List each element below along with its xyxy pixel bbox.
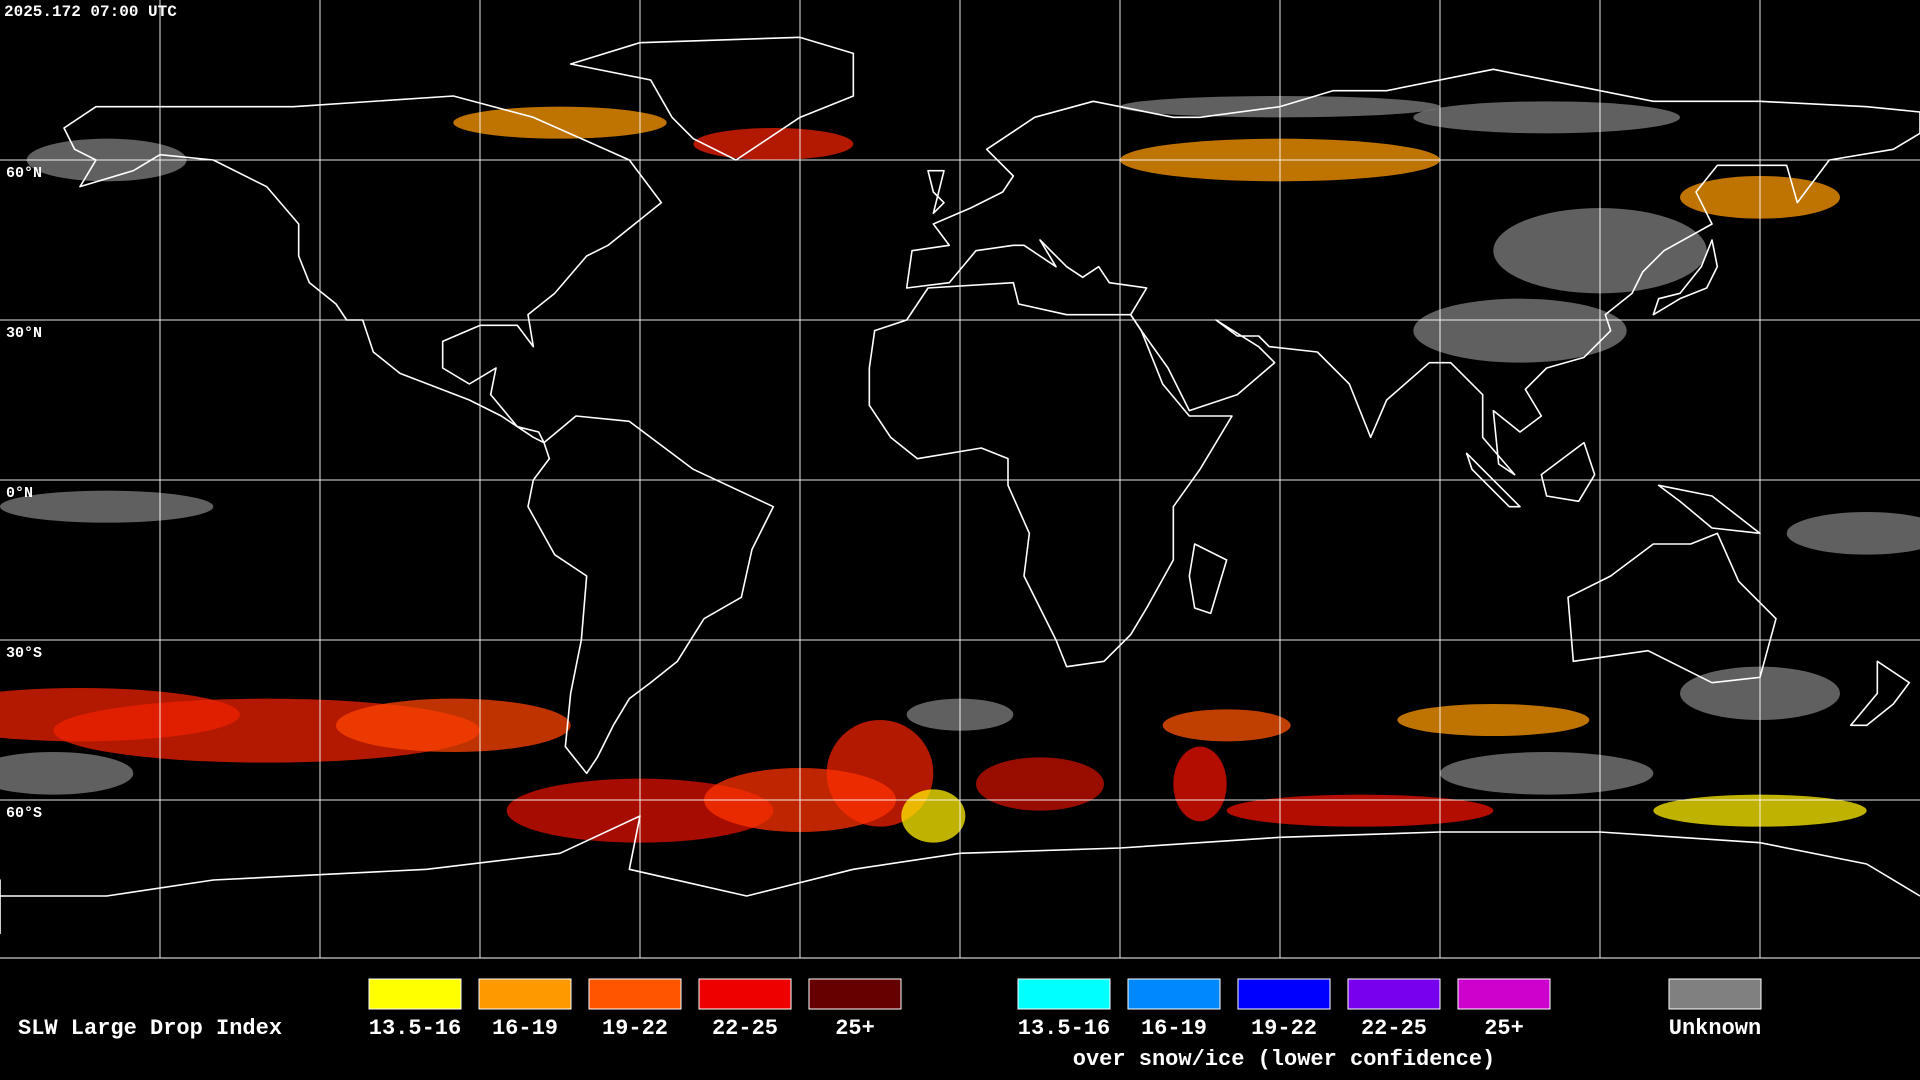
- legend-label: 13.5-16: [369, 1016, 461, 1041]
- coastline: [1567, 532, 1777, 684]
- cloud-patch: [1413, 298, 1627, 363]
- coastline: [927, 169, 945, 215]
- legend-swatch: [698, 978, 792, 1010]
- legend-swatch: [1347, 978, 1441, 1010]
- coastline: [1540, 441, 1596, 503]
- coastline: [868, 281, 1233, 668]
- coastline: [1849, 660, 1911, 727]
- coastline: [0, 815, 1920, 897]
- legend-label: Unknown: [1669, 1016, 1761, 1041]
- latitude-label: 60°S: [6, 805, 42, 822]
- legend-swatch: [588, 978, 682, 1010]
- legend-label: 16-19: [1141, 1016, 1207, 1041]
- latitude-label: 0°N: [6, 485, 33, 502]
- latitude-label: 30°S: [6, 645, 42, 662]
- cloud-patch: [1162, 709, 1291, 742]
- coastline: [527, 415, 775, 775]
- cloud-patch: [1440, 752, 1654, 795]
- cloud-patch: [1397, 704, 1590, 736]
- latitude-labels: 60°N 30°N 0°N 30°S 60°S: [6, 165, 42, 822]
- legend-swatch: [1017, 978, 1111, 1010]
- cloud-patch: [336, 698, 571, 752]
- cloud-patch: [1173, 746, 1227, 822]
- legend-swatch: [808, 978, 902, 1010]
- cloud-patch: [1413, 101, 1680, 134]
- legend-label: 22-25: [1361, 1016, 1427, 1041]
- coastline: [1657, 484, 1761, 535]
- cloud-patch: [1226, 794, 1494, 827]
- coastline: [1188, 543, 1228, 615]
- graticule: [0, 0, 1920, 958]
- legend-swatch: [1237, 978, 1331, 1010]
- coastline: [63, 95, 663, 444]
- legend-swatch: [478, 978, 572, 1010]
- legend-label: 25+: [1484, 1016, 1524, 1041]
- cloud-patch: [693, 128, 854, 160]
- legend-swatch: [368, 978, 462, 1010]
- legend-label: 19-22: [602, 1016, 668, 1041]
- legend-label: 16-19: [492, 1016, 558, 1041]
- legend-caption: over snow/ice (lower confidence): [1073, 1047, 1495, 1072]
- latitude-label: 30°N: [6, 325, 42, 342]
- legend-label: 19-22: [1251, 1016, 1317, 1041]
- coastline: [1465, 452, 1521, 508]
- cloud-patch: [976, 757, 1104, 811]
- legend-swatch: [1127, 978, 1221, 1010]
- legend-label: 22-25: [712, 1016, 778, 1041]
- timestamp: 2025.172 07:00 UTC: [4, 3, 177, 21]
- cloud-patch: [901, 789, 966, 843]
- legend-label: 13.5-16: [1018, 1016, 1110, 1041]
- legend-title: SLW Large Drop Index: [18, 1016, 282, 1041]
- cloud-patch: [453, 106, 667, 139]
- legend-label: 25+: [835, 1016, 875, 1041]
- legend: SLW Large Drop Index 13.5-16 16-19 19-22 22…: [18, 978, 1762, 1072]
- legend-swatch: [1457, 978, 1551, 1010]
- legend-swatch: [1668, 978, 1762, 1010]
- cloud-patch: [0, 752, 134, 795]
- coastline: [1652, 239, 1719, 316]
- latitude-label: 60°N: [6, 165, 42, 182]
- cloud-patch: [1786, 512, 1920, 555]
